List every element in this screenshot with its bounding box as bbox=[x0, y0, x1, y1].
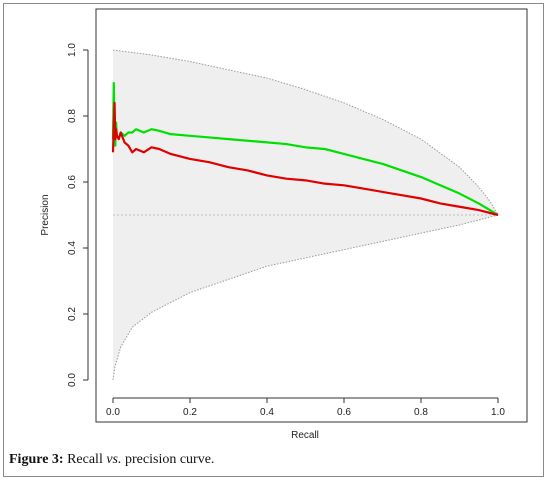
series-layer bbox=[111, 81, 499, 217]
x-tick-label: 0.6 bbox=[337, 407, 351, 418]
y-tick-label: 0.6 bbox=[67, 175, 78, 189]
axis-layer: 0.0 0.2 0.4 0.6 0.8 1.0 0.0 0.2 0.4 0.6 0.8 1.0 bbox=[67, 43, 505, 418]
caption-label: Figure 3: bbox=[9, 452, 64, 467]
y-tick-label: 0.2 bbox=[67, 307, 78, 321]
plot-frame bbox=[95, 8, 528, 423]
y-tick-label: 0.8 bbox=[67, 109, 78, 123]
series-line-2 bbox=[111, 101, 499, 217]
y-axis-title: Precision bbox=[40, 194, 51, 235]
y-tick-label: 0.0 bbox=[67, 373, 78, 387]
figure-caption: Figure 3: Recall vs. precision curve. bbox=[9, 452, 214, 468]
caption-text-pre: Recall bbox=[63, 452, 107, 467]
x-tick-label: 0.2 bbox=[183, 407, 197, 418]
x-tick-label: 0.0 bbox=[106, 407, 120, 418]
band-upper-edge bbox=[112, 49, 499, 216]
y-tick-label: 1.0 bbox=[67, 43, 78, 57]
x-tick-label: 0.4 bbox=[260, 407, 274, 418]
y-tick-label: 0.4 bbox=[67, 241, 78, 255]
caption-text-post: precision curve. bbox=[121, 452, 215, 467]
x-tick-label: 0.8 bbox=[414, 407, 428, 418]
x-axis-title: Recall bbox=[291, 430, 319, 441]
caption-text-vs: vs. bbox=[106, 452, 122, 467]
x-tick-label: 1.0 bbox=[491, 407, 505, 418]
band-layer bbox=[112, 49, 499, 381]
